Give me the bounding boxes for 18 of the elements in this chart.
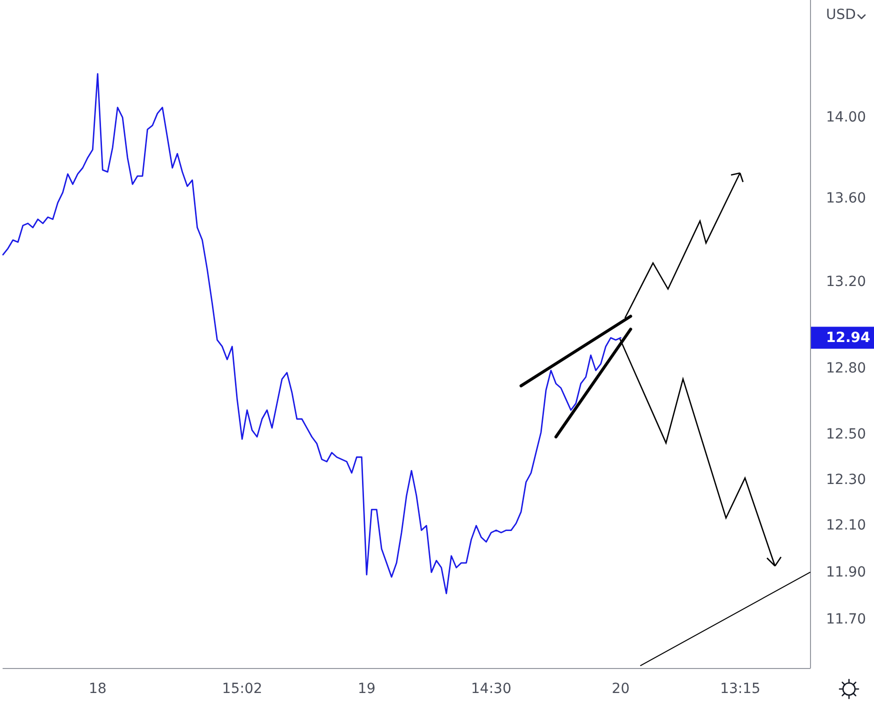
x-tick-label: 20 — [612, 681, 630, 697]
y-tick-label: 11.70 — [826, 612, 866, 628]
x-tick-label: 19 — [358, 681, 376, 697]
y-tick-label: 13.60 — [826, 190, 866, 207]
y-axis-title: USD — [826, 7, 856, 23]
x-tick-label: 13:15 — [720, 681, 760, 697]
y-tick-label: 12.30 — [826, 472, 866, 488]
y-tick-label: 12.10 — [826, 518, 866, 534]
y-tick-label: 12.80 — [826, 360, 866, 376]
y-tick-label: 12.50 — [826, 426, 866, 443]
x-tick-label: 18 — [88, 681, 107, 697]
x-tick-label: 14:30 — [471, 681, 512, 697]
line-series — [2, 73, 622, 594]
x-tick-label: 15:02 — [222, 681, 262, 697]
y-tick-label: 13.20 — [826, 274, 866, 290]
text: 12.94 — [826, 330, 871, 346]
y-tick-label: 11.90 — [826, 564, 866, 580]
y-tick-label: 14.00 — [826, 109, 866, 126]
